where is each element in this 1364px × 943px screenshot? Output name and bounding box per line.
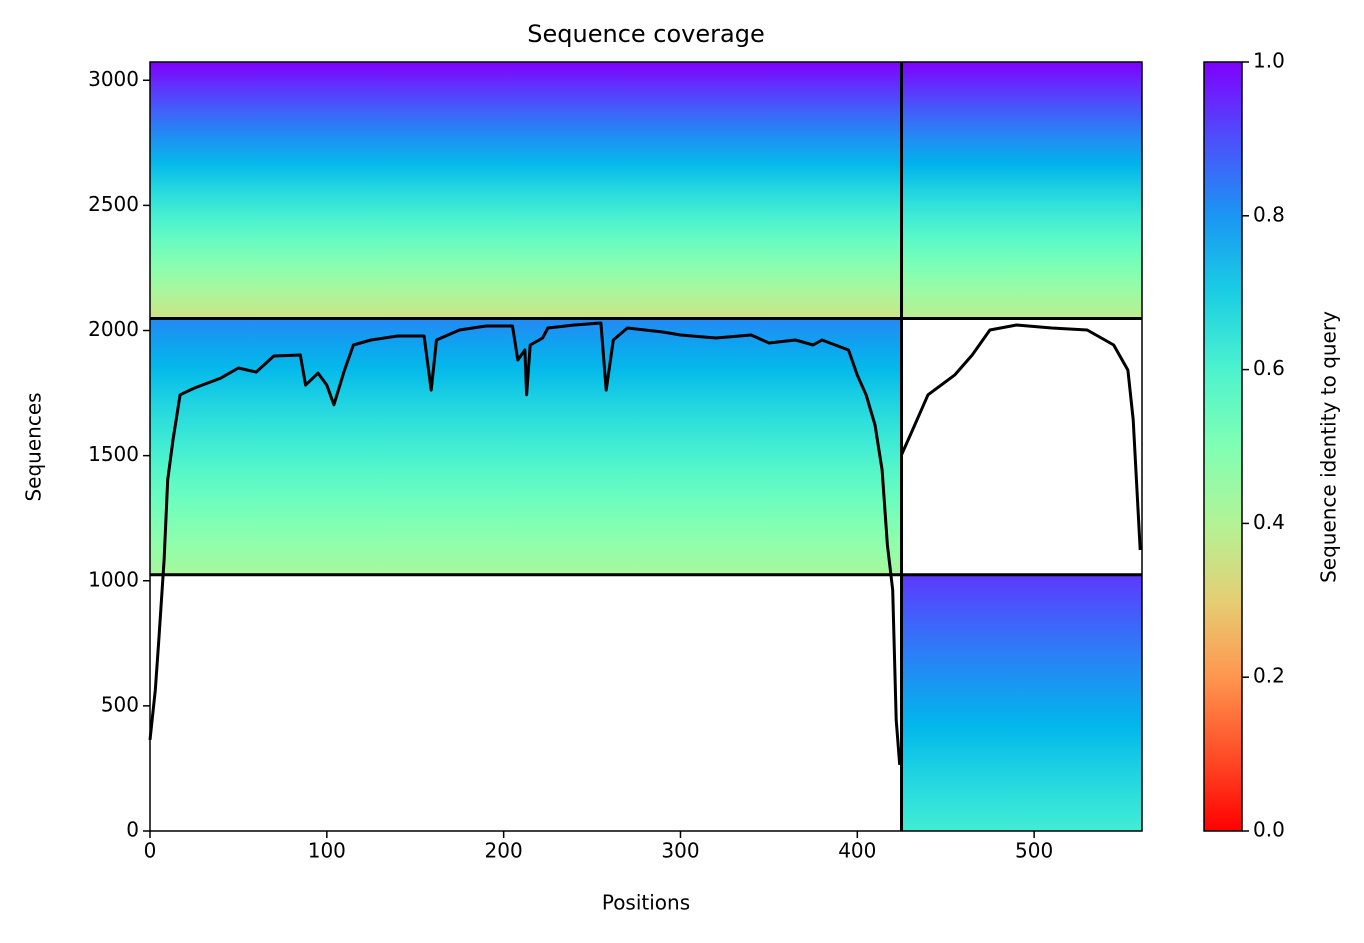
colorbar-tick-label: 0.4 <box>1253 510 1285 534</box>
colorbar-label: Sequence identity to query <box>1317 311 1341 583</box>
plot-frame <box>149 61 1143 832</box>
coverage-region <box>901 574 1142 831</box>
x-tick-label: 100 <box>308 839 346 863</box>
chart-title: Sequence coverage <box>527 20 764 48</box>
x-tick-label: 200 <box>485 839 523 863</box>
y-tick-label: 3000 <box>88 67 139 91</box>
coverage-region <box>150 62 902 319</box>
colorbar-tick-label: 0.6 <box>1253 356 1285 380</box>
colorbar <box>1203 61 1243 832</box>
x-axis-label: Positions <box>602 891 690 915</box>
coverage-line <box>148 321 1142 766</box>
colorbar-tick-label: 1.0 <box>1253 49 1285 73</box>
y-tick-label: 500 <box>101 692 139 716</box>
colorbar-tick-label: 0.8 <box>1253 202 1285 226</box>
x-tick-label: 300 <box>661 839 699 863</box>
x-tick-label: 0 <box>144 839 157 863</box>
y-tick-label: 2500 <box>88 192 139 216</box>
y-tick-label: 0 <box>126 818 139 842</box>
y-tick-label: 1500 <box>88 442 139 466</box>
colorbar-tick-label: 0.0 <box>1253 818 1285 842</box>
y-tick-label: 1000 <box>88 567 139 591</box>
y-axis-label: Sequences <box>22 392 46 501</box>
x-tick-label: 400 <box>838 839 876 863</box>
y-tick-label: 2000 <box>88 317 139 341</box>
coverage-region <box>901 62 1142 319</box>
x-tick-label: 500 <box>1015 839 1053 863</box>
colorbar-tick-label: 0.2 <box>1253 664 1285 688</box>
